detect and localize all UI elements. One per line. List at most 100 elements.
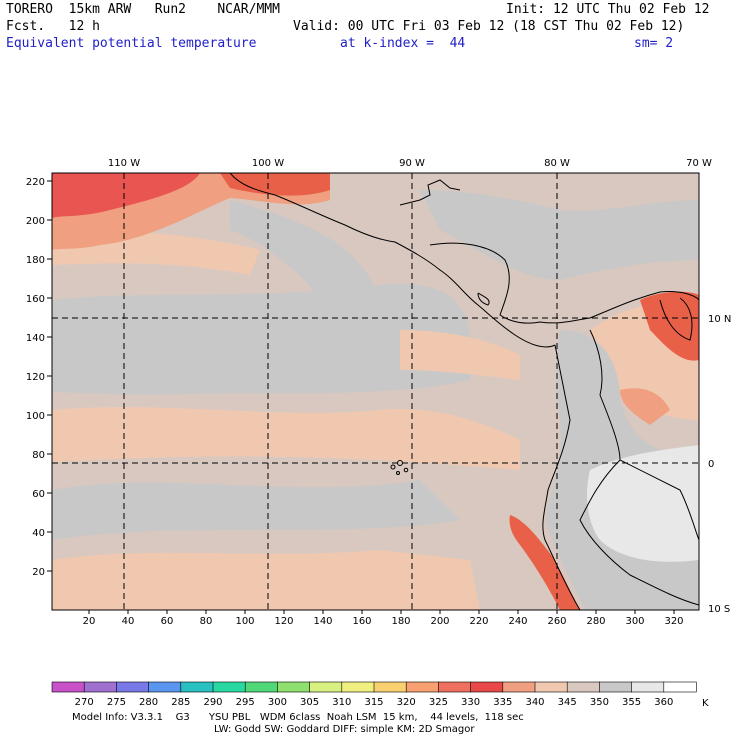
x-tick: 280: [586, 616, 605, 627]
colorbar-label: 290: [203, 697, 222, 708]
shade-340-345-band: [52, 550, 480, 610]
x-tick: 60: [161, 616, 174, 627]
colorbar-swatch: [631, 681, 665, 693]
x-tick: 180: [391, 616, 410, 627]
x-tick-labels: 20 40 60 80 100 120 140 160 180 200 220 …: [83, 616, 684, 627]
colorbar-label: 325: [429, 697, 448, 708]
colorbar-swatch: [116, 681, 150, 693]
smoothing-label: sm= 2: [634, 36, 674, 51]
y-tick: 20: [32, 567, 45, 578]
theta-e-field: [52, 173, 699, 610]
colorbar-swatch: [83, 681, 117, 693]
colorbar-swatch: [599, 681, 633, 693]
x-tick: 260: [547, 616, 566, 627]
galapagos-island: [390, 464, 396, 470]
yucatan-coast: [399, 179, 461, 206]
shade-330-335-region: [220, 173, 330, 196]
colorbar-swatch: [212, 681, 246, 693]
galapagos-island: [403, 467, 409, 473]
y-tick: 40: [32, 528, 45, 539]
colorbar-label: 270: [75, 697, 94, 708]
coastlines: [229, 173, 699, 610]
colorbar-label: 300: [268, 697, 287, 708]
y-tick: 100: [26, 411, 45, 422]
field-name: Equivalent potential temperature: [6, 36, 257, 51]
colorbar-label: 275: [107, 697, 126, 708]
y-tick: 160: [26, 294, 45, 305]
x-tick: 100: [235, 616, 254, 627]
map-frame: [51, 172, 700, 611]
colorbar-label: 360: [654, 697, 673, 708]
x-tick: 300: [625, 616, 644, 627]
pacific-coastline: [229, 173, 556, 348]
colorbar-swatch: [663, 681, 697, 693]
lake-maracaibo: [659, 297, 693, 341]
lat-label: 10 S: [708, 604, 730, 615]
lon-label: 80 W: [544, 158, 570, 169]
colorbar-label: 315: [364, 697, 383, 708]
lat-label: 0: [708, 459, 714, 470]
model-run-title: TORERO 15km ARW Run2 NCAR/MMM: [6, 2, 280, 17]
lon-label: 90 W: [399, 158, 425, 169]
lon-label: 100 W: [252, 158, 284, 169]
graticule: [52, 173, 699, 610]
colorbar-swatch: [373, 681, 407, 693]
physics-info: LW: Godd SW: Goddard DIFF: simple KM: 2D…: [214, 724, 475, 735]
colorbar-swatch: [277, 681, 311, 693]
south-america-west-coast: [542, 344, 581, 610]
colorbar-unit: K: [702, 698, 709, 709]
colorbar-swatch: [51, 681, 85, 693]
x-tick: 120: [274, 616, 293, 627]
lon-label: 70 W: [686, 158, 712, 169]
colorbar-label: 310: [332, 697, 351, 708]
colorbar-swatch: [180, 681, 214, 693]
colorbar-label: 350: [590, 697, 609, 708]
k-index: at k-index = 44: [340, 36, 466, 51]
lake-nicaragua: [477, 292, 490, 306]
y-tick: 140: [26, 333, 45, 344]
x-tick: 40: [122, 616, 135, 627]
colorbar-label: 355: [622, 697, 641, 708]
colorbar-labels: 270 275 280 285 290 295 300 305 310 315 320 325 330 3…: [75, 697, 674, 708]
shade-330-335-coast: [509, 515, 580, 610]
y-tick-labels: 220 200 180 160 140 120 100 80 60 40 20: [26, 177, 45, 578]
colorbar-swatch: [502, 681, 536, 693]
colorbar-swatch: [534, 681, 568, 693]
colorbar-label: 280: [139, 697, 158, 708]
colorbar-label: 285: [171, 697, 190, 708]
colorbar-label: 345: [558, 697, 577, 708]
colorbar-swatch: [148, 681, 182, 693]
galapagos-island: [396, 471, 400, 475]
longitude-labels: 110 W 100 W 90 W 80 W 70 W: [108, 158, 712, 169]
y-tick: 60: [32, 489, 45, 500]
latitude-labels: 10 N 0 10 S: [708, 314, 731, 615]
shade-350-355-caribbean: [420, 190, 699, 280]
colorbar-swatch: [470, 681, 504, 693]
shade-330-335-coast: [640, 291, 699, 361]
lat-label: 10 N: [708, 314, 731, 325]
x-tick: 20: [83, 616, 96, 627]
colorbar-label: 335: [493, 697, 512, 708]
x-tick: 320: [664, 616, 683, 627]
colorbar-label: 320: [397, 697, 416, 708]
colorbar-swatch: [309, 681, 343, 693]
y-tick: 200: [26, 216, 45, 227]
y-tick: 120: [26, 372, 45, 383]
lon-label: 110 W: [108, 158, 140, 169]
x-tick: 80: [200, 616, 213, 627]
x-tick: 240: [508, 616, 527, 627]
colorbar-swatch: [244, 681, 278, 693]
init-time: Init: 12 UTC Thu 02 Feb 12: [506, 2, 710, 17]
country-border: [589, 329, 699, 541]
x-tick: 200: [430, 616, 449, 627]
country-border: [579, 459, 699, 606]
forecast-hour: Fcst. 12 h: [6, 19, 100, 34]
y-tick: 180: [26, 255, 45, 266]
shade-350-355-band: [52, 480, 460, 540]
shade-340-345-band: [52, 407, 520, 470]
colorbar-swatch: [341, 681, 375, 693]
model-info: Model Info: V3.3.1 G3 YSU PBL WDM 6class…: [72, 712, 524, 723]
colorbar-label: 305: [300, 697, 319, 708]
shade-350-355-band: [52, 283, 470, 395]
